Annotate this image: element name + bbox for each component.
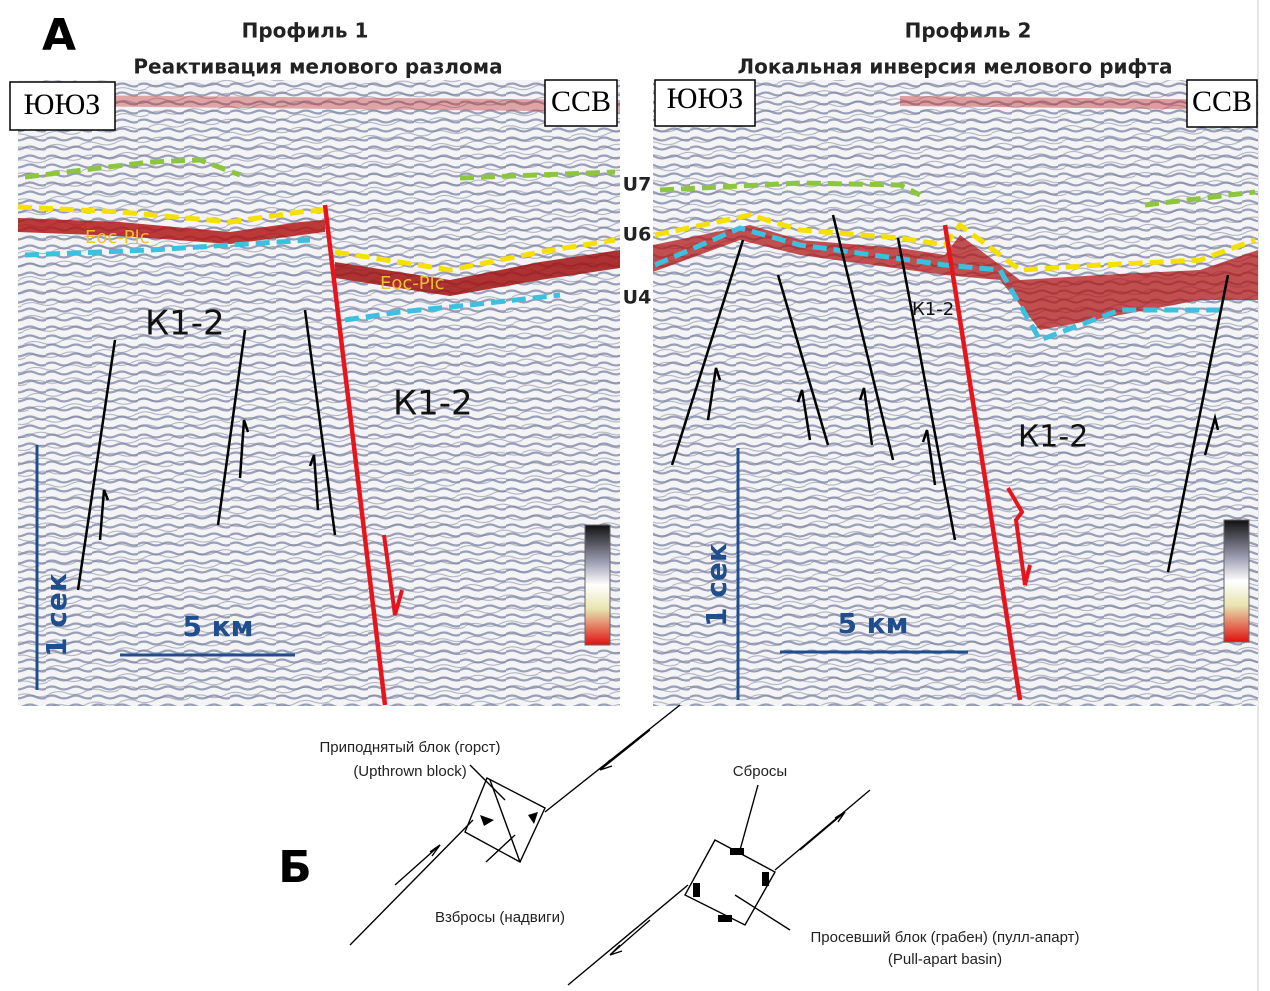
distance-scale: 5 км bbox=[182, 610, 253, 643]
unit-label: К1-2 bbox=[1018, 420, 1088, 455]
profile-subtitle: Локальная инверсия мелового рифта bbox=[738, 55, 1173, 79]
fault-ticks bbox=[480, 812, 769, 922]
panel-label: А bbox=[42, 10, 76, 61]
profile-2: К1-2 К1-2 1 сек 5 км ЮЮЗ ССВ Профиль 2 Л… bbox=[653, 19, 1258, 707]
unit-label: Eoc-Plc bbox=[85, 227, 150, 248]
horizon-label: U4 bbox=[623, 287, 652, 309]
figure: А Eoc-Plc Eoc-Plc К1-2 К1-2 1 сек 5 км Ю… bbox=[0, 0, 1270, 991]
direction-label: ССВ bbox=[1192, 85, 1252, 118]
horizon-label: U6 bbox=[623, 224, 652, 246]
seismic-texture bbox=[653, 80, 1258, 706]
unit-label: К1-2 bbox=[145, 304, 225, 344]
time-scale: 1 сек bbox=[40, 573, 73, 657]
annotation: Сбросы bbox=[733, 763, 787, 780]
profile-1: Eoc-Plc Eoc-Plc К1-2 К1-2 1 сек 5 км ЮЮЗ… bbox=[10, 19, 620, 707]
horizon-label: U7 bbox=[623, 174, 652, 196]
colorbar bbox=[1224, 520, 1249, 642]
profile-title: Профиль 1 bbox=[242, 19, 369, 43]
direction-label: ЮЮЗ bbox=[667, 82, 744, 115]
unit-label: К1-2 bbox=[393, 384, 473, 424]
unit-label: К1-2 bbox=[912, 299, 954, 320]
profile-title: Профиль 2 bbox=[905, 19, 1032, 43]
annotation: Просевший блок (грабен) (пулл-апарт) bbox=[811, 929, 1080, 946]
distance-scale: 5 км bbox=[837, 607, 908, 640]
colorbar bbox=[585, 525, 610, 645]
direction-label: ЮЮЗ bbox=[24, 88, 101, 121]
annotation: Взбросы (надвиги) bbox=[435, 909, 565, 926]
annotation: (Upthrown block) bbox=[353, 763, 466, 780]
annotation: Приподнятый блок (горст) bbox=[319, 739, 500, 756]
direction-label: ССВ bbox=[551, 85, 611, 118]
time-scale: 1 сек bbox=[700, 543, 733, 627]
panel-label: Б bbox=[278, 842, 312, 893]
panel-b-diagram: Б Приподнятый блок (горст) (Upthrown blo… bbox=[278, 705, 1079, 985]
annotation: (Pull-apart basin) bbox=[888, 951, 1002, 968]
profile-subtitle: Реактивация мелового разлома bbox=[133, 55, 502, 79]
unit-label: Eoc-Plc bbox=[380, 273, 445, 294]
